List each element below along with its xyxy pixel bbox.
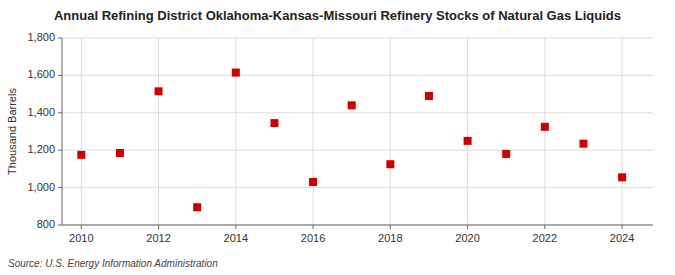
x-tick <box>622 225 623 229</box>
point <box>193 203 201 211</box>
grid <box>62 38 653 225</box>
grid-line <box>390 38 391 225</box>
y-tick-label: 1,200 <box>27 143 55 155</box>
x-axis-line <box>62 225 653 226</box>
y-tick <box>58 38 62 39</box>
y-tick-label: 1,600 <box>27 68 55 80</box>
title: Annual Refining District Oklahoma-Kansas… <box>54 8 621 23</box>
chart: 800 1,000 1,200 1,400 1,600 1,800 2010 2012 2014… <box>0 0 675 275</box>
point <box>348 101 356 109</box>
y-tick <box>58 150 62 151</box>
x-tick <box>81 225 82 229</box>
grid-line <box>313 38 314 225</box>
x-tick-label: 2014 <box>224 232 248 244</box>
grid-line <box>158 38 159 225</box>
x-tick-label: 2022 <box>533 232 557 244</box>
point <box>579 140 587 148</box>
point <box>425 92 433 100</box>
y-axis-label: Thousand Barrels <box>6 88 18 175</box>
x-tick <box>235 225 236 229</box>
grid-line <box>544 38 545 225</box>
grid-line <box>235 38 236 225</box>
annotation: Source: U.S. Energy Information Administ… <box>8 258 218 269</box>
grid-line <box>62 225 653 226</box>
grid-line <box>467 38 468 225</box>
x-tick-label: 2010 <box>69 232 93 244</box>
point <box>155 87 163 95</box>
x-tick-label: 2020 <box>455 232 479 244</box>
grid-line <box>62 150 653 151</box>
y-tick-label: 1,000 <box>27 181 55 193</box>
x-tick <box>313 225 314 229</box>
x-axis: 2010 2012 2014 2016 2018 2020 2022 2024 <box>69 225 634 244</box>
x-tick-label: 2012 <box>146 232 170 244</box>
grid-line <box>62 187 653 188</box>
y-tick <box>58 225 62 226</box>
point <box>464 137 472 145</box>
y-axis-line <box>62 38 63 225</box>
x-tick-label: 2016 <box>301 232 325 244</box>
grid-line <box>81 38 82 225</box>
x-tick <box>390 225 391 229</box>
grid-line <box>62 38 653 39</box>
point <box>386 160 394 168</box>
x-tick-label: 2018 <box>378 232 402 244</box>
y-tick <box>58 112 62 113</box>
x-tick <box>544 225 545 229</box>
y-tick-label: 1,400 <box>27 106 55 118</box>
grid-line <box>622 38 623 225</box>
grid-line <box>62 112 653 113</box>
x-tick-label: 2024 <box>610 232 634 244</box>
y-tick-label: 800 <box>37 218 55 230</box>
x-tick <box>467 225 468 229</box>
point <box>270 119 278 127</box>
point <box>77 151 85 159</box>
point <box>232 69 240 77</box>
y-tick <box>58 75 62 76</box>
y-tick <box>58 187 62 188</box>
point <box>618 173 626 181</box>
point <box>116 149 124 157</box>
point <box>541 123 549 131</box>
y-tick-label: 1,800 <box>27 31 55 43</box>
point <box>309 178 317 186</box>
grid-line <box>62 75 653 76</box>
points <box>77 69 626 212</box>
point <box>502 150 510 158</box>
x-tick <box>158 225 159 229</box>
y-axis: 800 1,000 1,200 1,400 1,600 1,800 <box>27 31 62 230</box>
